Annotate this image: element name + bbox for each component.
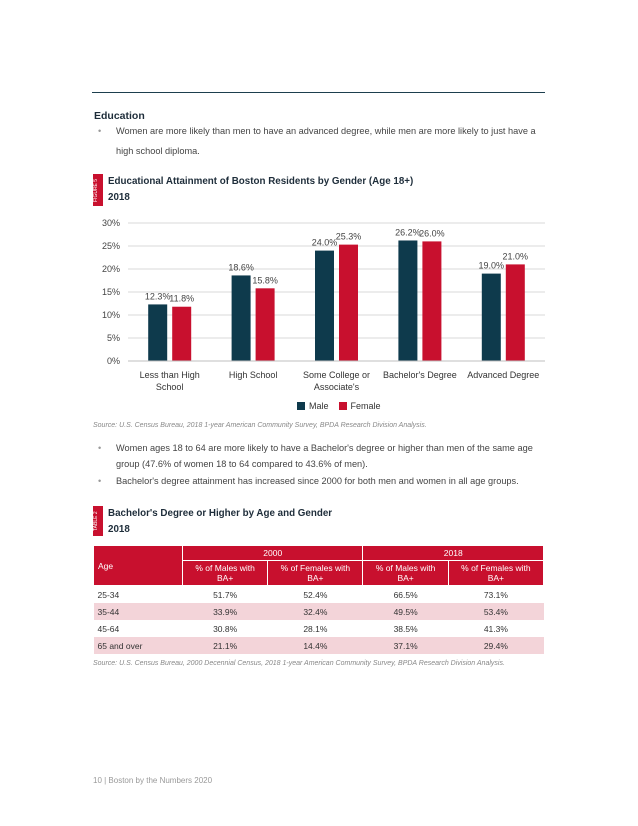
bar-female: [339, 244, 358, 361]
bullet-text: Women ages 18 to 64 are more likely to h…: [116, 443, 533, 469]
y-tick-label: 20%: [102, 264, 120, 274]
data-label: 15.8%: [252, 275, 278, 285]
top-rule: [92, 92, 545, 93]
x-tick-label: Associate's: [314, 382, 360, 392]
y-tick-label: 30%: [102, 218, 120, 228]
table-cell: 41.3%: [483, 623, 508, 634]
y-tick-label: 10%: [102, 310, 120, 320]
legend-swatch-male: [297, 402, 305, 410]
table-row: 65 and over 21.1% 14.4% 37.1% 29.4%: [93, 637, 544, 654]
table-cell: 32.4%: [267, 603, 363, 620]
table-cell: 35-44: [93, 603, 183, 620]
year-header-2018: 2018: [362, 545, 544, 561]
section-heading: Education: [94, 110, 145, 122]
bar-male: [481, 273, 501, 361]
table-cell: 21.1%: [182, 637, 268, 654]
data-label: 26.0%: [419, 228, 445, 238]
table-source: Source: U.S. Census Bureau, 2000 Decenni…: [93, 660, 505, 667]
column-header: % of Males with BA+: [181, 560, 269, 586]
page-footer: 10 | Boston by the Numbers 2020: [93, 776, 213, 785]
bar-male: [315, 250, 334, 361]
table-cell: 65 and over: [93, 637, 183, 654]
table-cell: 53.4%: [448, 603, 544, 620]
x-tick-label: School: [156, 382, 184, 392]
legend-swatch-female: [338, 402, 347, 410]
chart-legend: Male Female: [297, 401, 381, 411]
x-tick-label: Some College or: [303, 370, 370, 380]
table-cell: 28.1%: [303, 623, 328, 634]
column-header: % of Females with BA+: [447, 560, 545, 586]
y-tick-label: 15%: [102, 287, 120, 297]
y-tick-label: 5%: [107, 333, 120, 343]
bullet-item: • Women ages 18 to 64 are more likely to…: [98, 440, 548, 472]
figure-title-year: 2018: [108, 192, 130, 203]
table-cell: 49.5%: [362, 603, 449, 620]
year-header-2000: 2000: [181, 545, 364, 561]
table-cell: 37.1%: [362, 637, 449, 654]
table-year-row: Age 2000 2018: [93, 545, 544, 586]
table-cell: 33.9%: [182, 603, 268, 620]
bullet-dot: •: [98, 443, 102, 453]
table-cell: 45-64: [97, 623, 120, 634]
bullet-item: • Women are more likely than men to have…: [98, 121, 550, 161]
data-table: Age 2000 2018 % of Males with BA+ % of F…: [93, 545, 545, 654]
x-tick-label: Less than High: [140, 370, 200, 380]
x-tick-label: Bachelor's Degree: [383, 370, 457, 380]
legend-label-male: Male: [309, 401, 329, 411]
data-label: 24.0%: [312, 238, 338, 248]
figure-source: Source: U.S. Census Bureau, 2018 1-year …: [93, 422, 427, 429]
figure-title: Educational Attainment of Boston Residen…: [108, 174, 413, 206]
bar-male: [231, 275, 251, 361]
column-header: % of Males with BA+: [362, 560, 449, 586]
bullet-text: Women are more likely than men to have a…: [116, 126, 536, 156]
legend-label-female: Female: [350, 401, 381, 411]
table-cell: 51.7%: [213, 589, 238, 600]
bar-female: [255, 288, 275, 361]
figure-title-line1: Educational Attainment of Boston Residen…: [108, 176, 414, 187]
data-label: 11.8%: [169, 294, 194, 304]
table-row: 45-64 30.8% 28.1% 38.5% 41.3%: [94, 620, 544, 637]
table-cell: 38.5%: [393, 623, 418, 634]
table-cell: 14.4%: [267, 637, 363, 654]
bullet-dot: •: [98, 126, 102, 136]
bar-female: [422, 241, 442, 361]
data-label: 12.3%: [145, 291, 171, 301]
bullet-dot: •: [98, 476, 102, 486]
age-header: Age: [93, 545, 183, 586]
table-cell: 29.4%: [448, 637, 544, 654]
table-cell: 25-34: [97, 589, 120, 600]
table-title-line1: Bachelor's Degree or Higher by Age and G…: [108, 508, 333, 519]
table-column-row: % of Males with BA+ % of Females with BA…: [94, 560, 545, 586]
bar-male: [398, 240, 418, 361]
x-tick-label: High School: [229, 370, 278, 380]
data-label: 26.2%: [395, 227, 421, 237]
bar-female: [505, 264, 525, 361]
table-title: Bachelor's Degree or Higher by Age and G…: [108, 506, 332, 538]
y-tick-label: 25%: [102, 241, 120, 251]
legend-item-female: Female: [338, 401, 381, 411]
bullet-text: Bachelor's degree attainment has increas…: [116, 476, 519, 486]
bullet-item: • Bachelor's degree attainment has incre…: [98, 473, 548, 489]
data-label: 25.3%: [336, 232, 362, 242]
y-tick-label: 0%: [107, 356, 120, 366]
x-tick-label: Advanced Degree: [467, 370, 539, 380]
legend-item-male: Male: [297, 401, 329, 411]
column-header: % of Females with BA+: [267, 560, 364, 586]
table-row: 35-44 33.9% 32.4% 49.5% 53.4%: [93, 603, 544, 620]
table-tag: TABLE 2: [93, 506, 103, 536]
table-row: 25-34 51.7% 52.4% 66.5% 73.1%: [94, 586, 544, 604]
table-cell: 66.5%: [393, 589, 418, 600]
data-label: 18.6%: [228, 262, 254, 272]
data-label: 21.0%: [503, 251, 529, 261]
table-title-year: 2018: [108, 524, 130, 535]
data-label: 19.0%: [479, 261, 505, 271]
table-cell: 73.1%: [483, 589, 508, 600]
bar-female: [172, 306, 192, 361]
table-cell: 30.8%: [213, 623, 238, 634]
table-cell: 52.4%: [303, 589, 328, 600]
bar-male: [148, 304, 168, 361]
